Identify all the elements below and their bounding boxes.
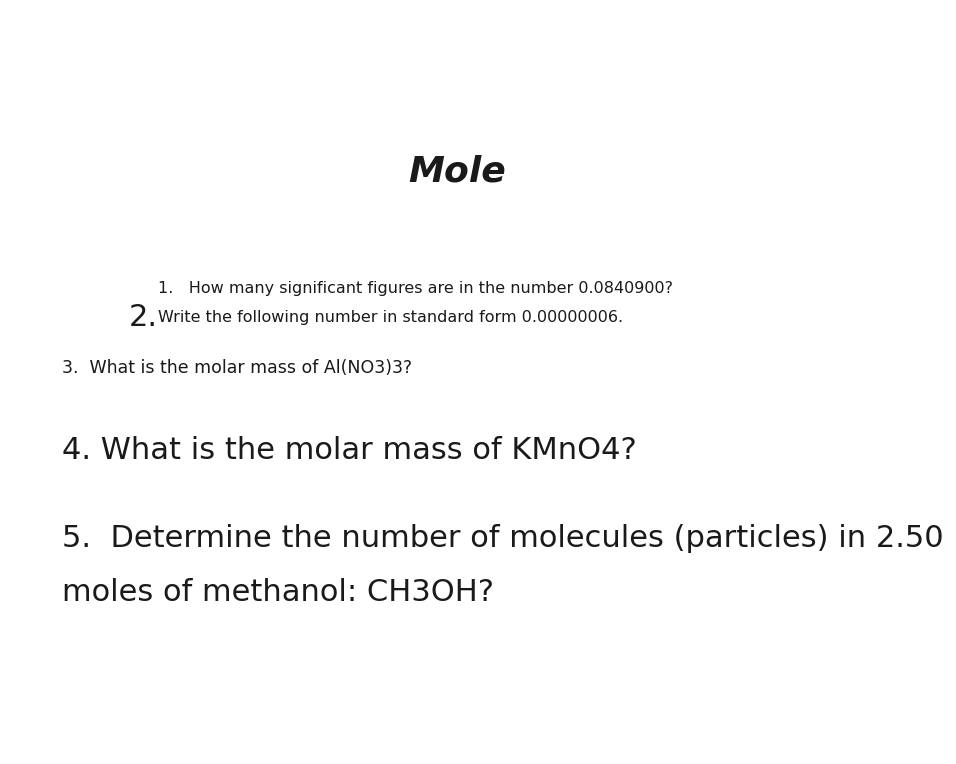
- Text: Mole: Mole: [408, 155, 506, 189]
- Text: 5.  Determine the number of molecules (particles) in 2.50: 5. Determine the number of molecules (pa…: [62, 524, 944, 553]
- Text: 3.  What is the molar mass of Al(NO3)3?: 3. What is the molar mass of Al(NO3)3?: [62, 359, 412, 377]
- Text: Write the following number in standard form 0.00000006.: Write the following number in standard f…: [158, 310, 623, 325]
- Text: 4. What is the molar mass of KMnO4?: 4. What is the molar mass of KMnO4?: [62, 436, 637, 465]
- Text: 1.   How many significant figures are in the number 0.0840900?: 1. How many significant figures are in t…: [158, 281, 673, 296]
- Text: 2.: 2.: [129, 303, 158, 332]
- Text: moles of methanol: CH3OH?: moles of methanol: CH3OH?: [62, 578, 494, 607]
